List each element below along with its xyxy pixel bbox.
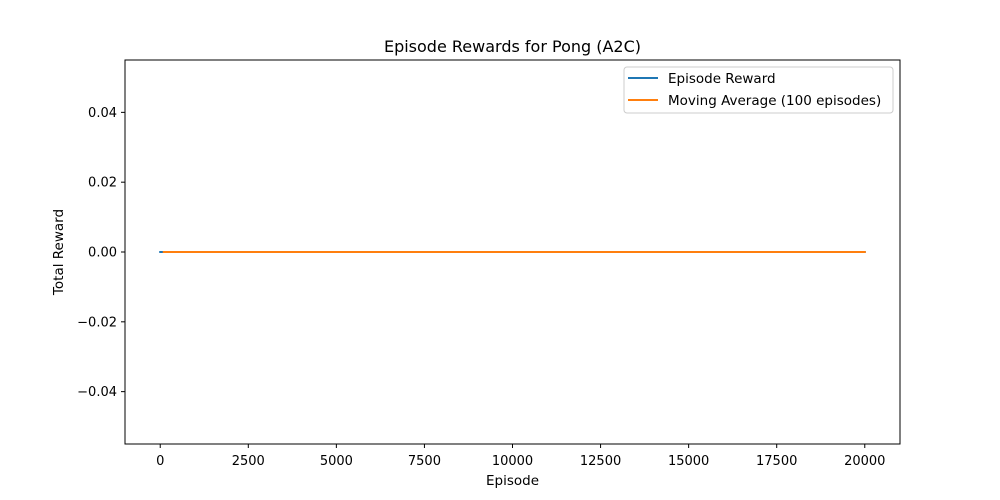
x-tick-label: 2500	[232, 454, 265, 469]
x-tick-label: 15000	[668, 454, 709, 469]
y-tick-label: −0.04	[77, 385, 117, 400]
y-axis-label: Total Reward	[51, 209, 67, 296]
legend-label: Episode Reward	[668, 71, 776, 87]
x-tick-label: 12500	[580, 454, 621, 469]
y-tick-label: −0.02	[77, 315, 117, 330]
x-tick-label: 20000	[844, 454, 885, 469]
x-tick-label: 10000	[492, 454, 533, 469]
y-axis-ticks: −0.04 −0.02 0.00 0.02 0.04	[77, 106, 125, 400]
x-tick-label: 5000	[320, 454, 353, 469]
y-tick-label: 0.04	[88, 106, 117, 121]
y-tick-label: 0.02	[88, 176, 117, 191]
x-axis-label: Episode	[486, 473, 539, 489]
y-tick-label: 0.00	[88, 246, 117, 261]
chart-title: Episode Rewards for Pong (A2C)	[384, 37, 641, 56]
plot-frame	[124, 59, 901, 445]
legend: Episode Reward Moving Average (100 episod…	[623, 66, 894, 114]
x-tick-label: 7500	[408, 454, 441, 469]
legend-box	[623, 66, 894, 114]
x-tick-label: 0	[156, 454, 164, 469]
x-axis-ticks: 0 2500 5000 7500 10000 12500 15000 17500 20000	[156, 444, 885, 469]
legend-label: Moving Average (100 episodes)	[668, 93, 881, 109]
x-tick-label: 17500	[756, 454, 797, 469]
